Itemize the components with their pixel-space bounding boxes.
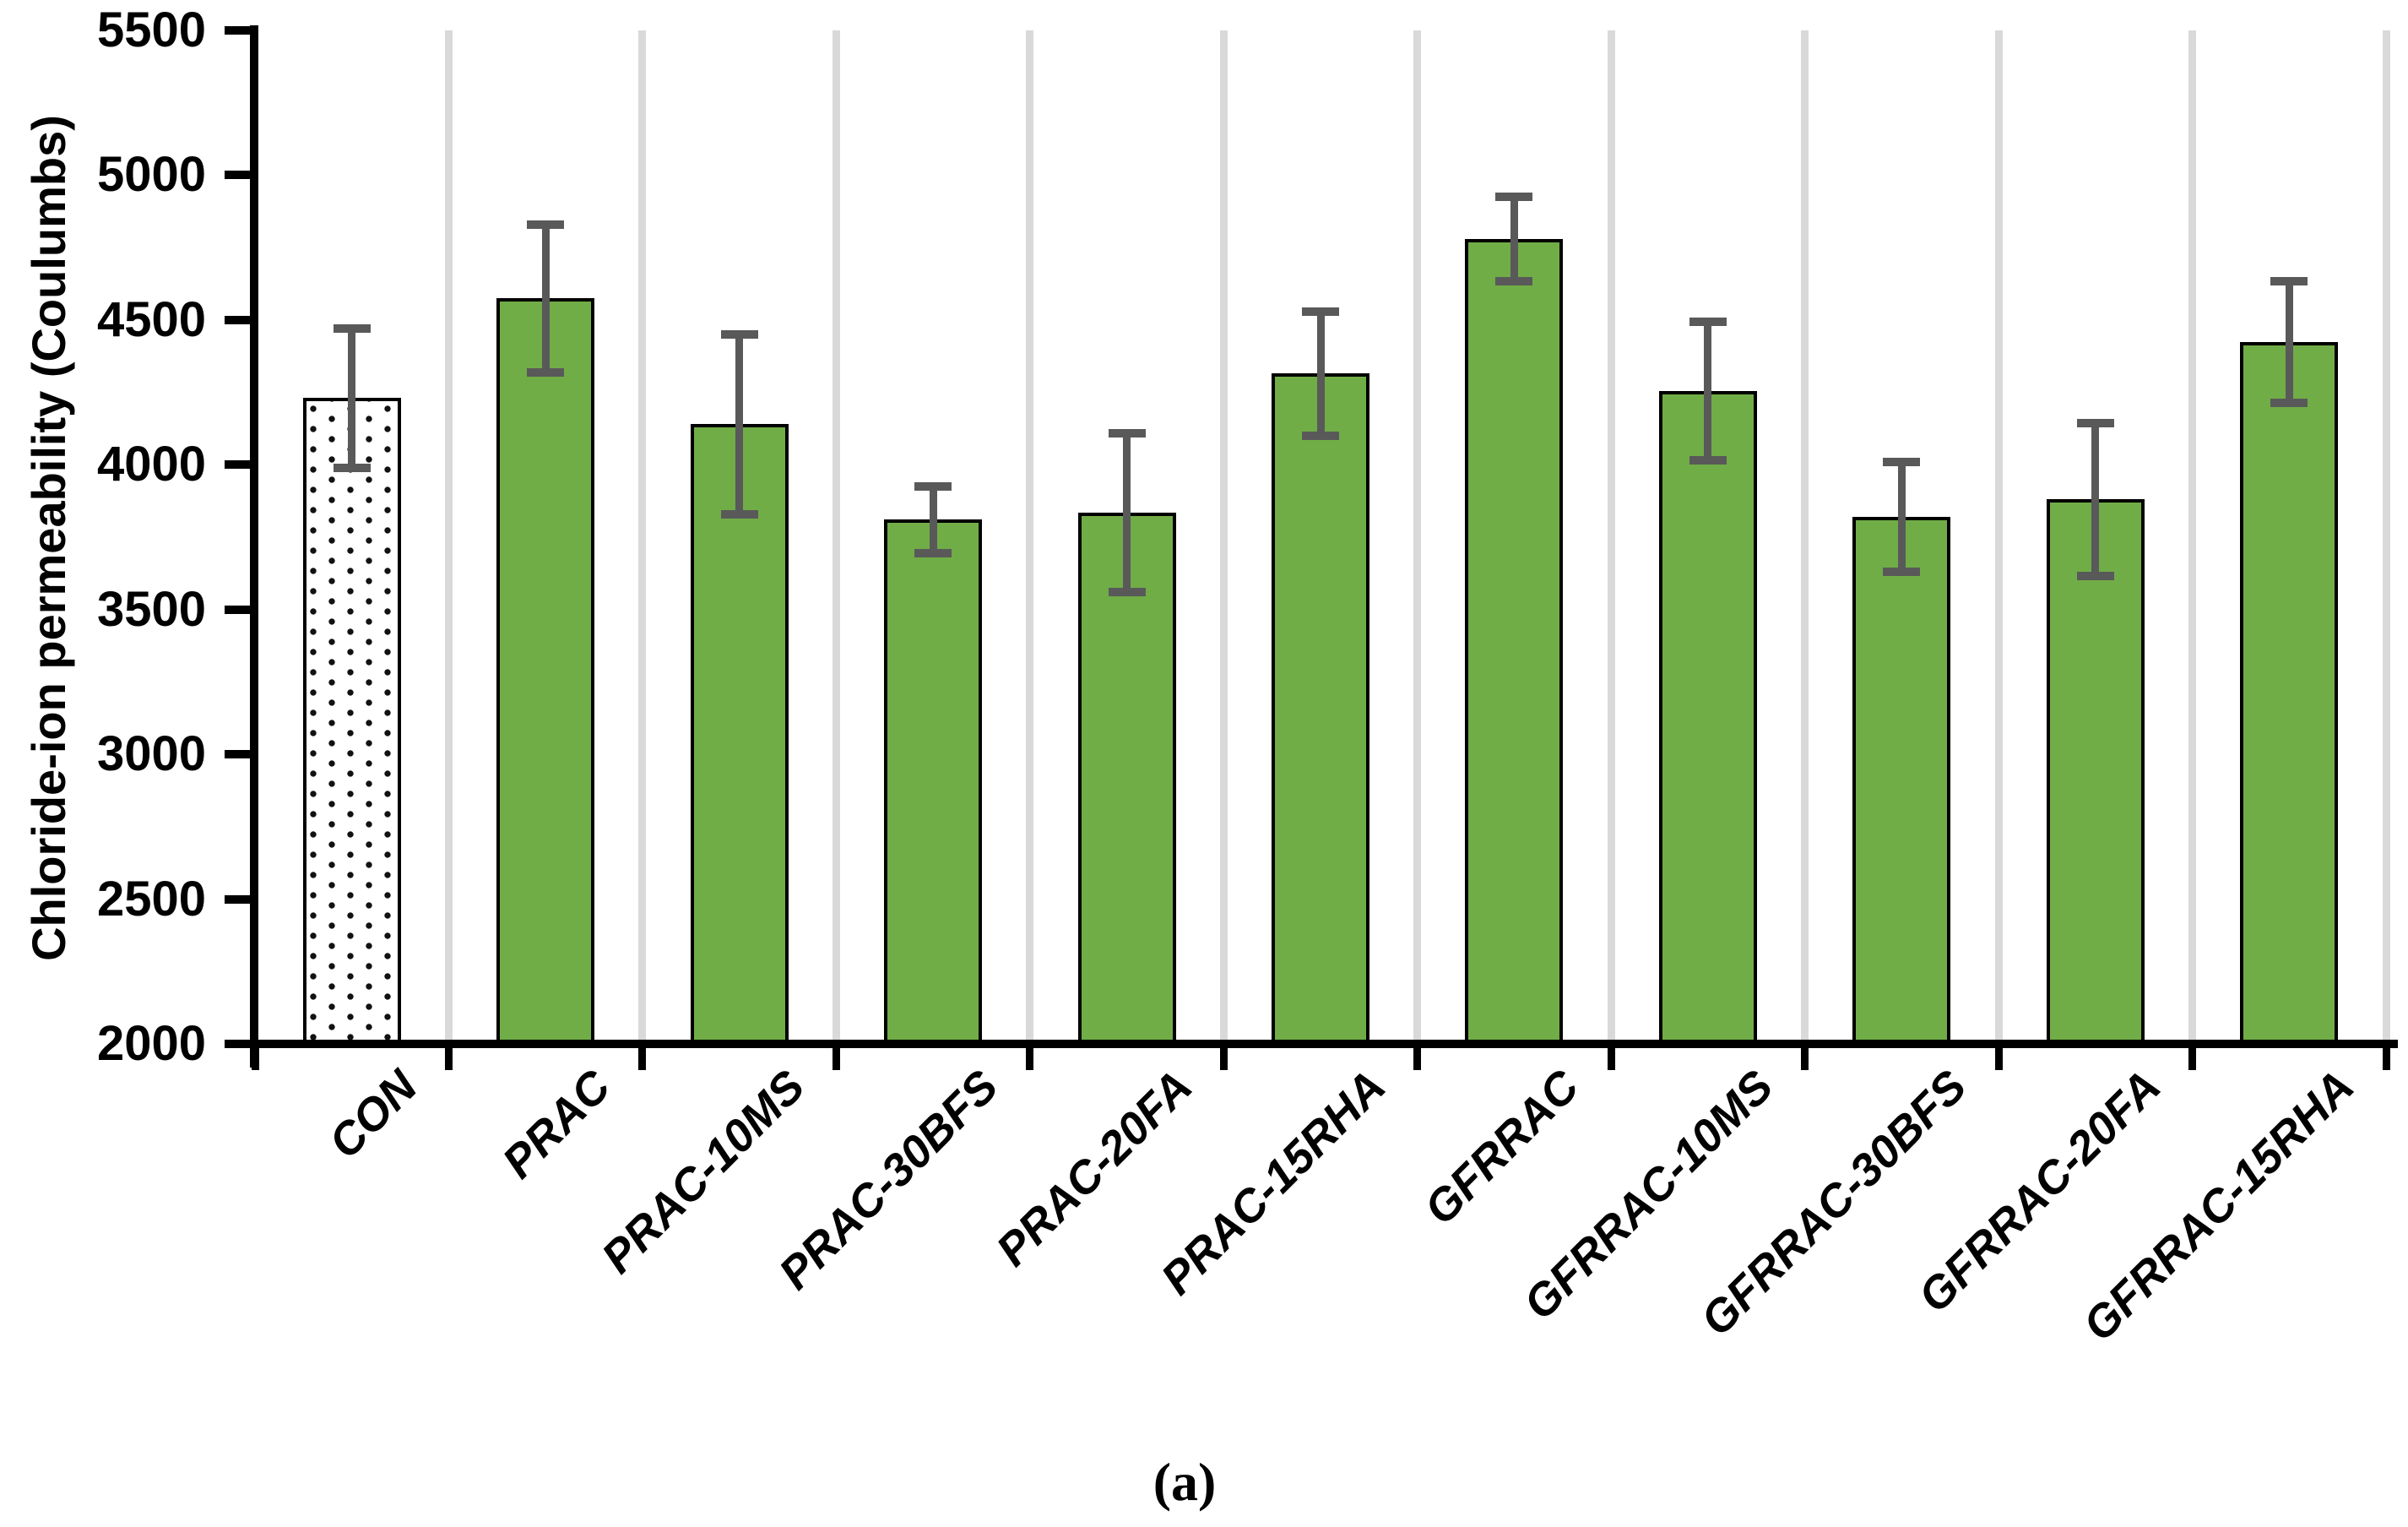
- x-axis-tick: [1994, 1048, 2003, 1070]
- y-tick-label: 5500: [96, 3, 206, 57]
- x-category-label-gfrrac-20fa: GFRRAC-20FA: [1908, 1061, 2171, 1323]
- error-bar-stem: [2091, 422, 2100, 577]
- error-bar-cap-bottom: [333, 463, 371, 472]
- x-axis-tick: [1607, 1048, 1615, 1070]
- x-category-label-prac-15rha: PRAC-15RHA: [1151, 1061, 1396, 1305]
- y-tick-label: 2000: [96, 1016, 206, 1071]
- category-gridline: [1607, 30, 1615, 1040]
- y-axis-tick: [225, 315, 255, 324]
- category-gridline: [1219, 30, 1228, 1040]
- category-gridline: [832, 30, 840, 1040]
- error-bar-cap-top: [527, 220, 565, 229]
- category-gridline: [2382, 30, 2390, 1040]
- x-axis-tick: [1801, 1048, 1809, 1070]
- x-axis-tick: [2382, 1048, 2390, 1070]
- x-category-label-prac-30bfs: PRAC-30BFS: [769, 1061, 1008, 1300]
- category-gridline: [1026, 30, 1034, 1040]
- error-bar-cap-bottom: [720, 509, 758, 519]
- category-gridline: [444, 30, 453, 1040]
- error-bar-cap-bottom: [527, 367, 565, 377]
- y-tick-label: 4000: [96, 437, 206, 492]
- y-tick-label: 2500: [96, 871, 206, 927]
- error-bar-cap-top: [1883, 457, 1921, 466]
- category-gridline: [638, 30, 647, 1040]
- bar-gfrrac-20fa: [2046, 499, 2145, 1048]
- x-axis-tick: [1026, 1048, 1034, 1070]
- bar-gfrrac-10ms: [1658, 390, 1757, 1048]
- error-bar-cap-bottom: [1883, 568, 1921, 577]
- bar-prac: [496, 298, 595, 1048]
- error-bar-stem: [1123, 432, 1131, 593]
- error-bar-cap-top: [720, 330, 758, 339]
- y-axis-tick: [225, 26, 255, 35]
- error-bar-cap-top: [914, 482, 952, 491]
- error-bar-stem: [1897, 461, 1906, 573]
- bar-gfrrac: [1465, 238, 1564, 1048]
- error-bar-cap-bottom: [1108, 588, 1146, 597]
- error-bar-cap-bottom: [914, 548, 952, 557]
- x-category-label-con: CON: [318, 1061, 427, 1169]
- error-bar-stem: [1510, 197, 1518, 281]
- bar-prac-15rha: [1272, 373, 1369, 1048]
- y-axis-tick: [225, 171, 255, 180]
- error-bar-cap-top: [333, 324, 371, 334]
- bar-gfrrac-15rha: [2240, 341, 2339, 1048]
- error-bar-cap-bottom: [1689, 456, 1727, 465]
- error-bar-cap-bottom: [2270, 398, 2308, 407]
- x-axis-tick: [444, 1048, 453, 1070]
- error-bar-stem: [2285, 280, 2293, 403]
- y-axis-tick: [225, 1040, 255, 1048]
- x-axis-tick: [1413, 1048, 1422, 1070]
- error-bar-stem: [1316, 311, 1325, 436]
- category-gridline: [1994, 30, 2003, 1040]
- error-bar-cap-bottom: [2076, 572, 2114, 581]
- y-tick-label: 3000: [96, 726, 206, 782]
- x-axis-tick: [832, 1048, 840, 1070]
- error-bar-stem: [735, 334, 744, 514]
- x-category-label-gfrrac-30bfs: GFRRAC-30BFS: [1691, 1061, 1977, 1346]
- bar-con: [302, 398, 401, 1048]
- bar-prac-20fa: [1077, 512, 1176, 1048]
- x-category-label-gfrrac-15rha: GFRRAC-15RHA: [2074, 1061, 2364, 1351]
- x-axis-line: [250, 1040, 2398, 1048]
- x-axis-tick: [1219, 1048, 1228, 1070]
- x-category-label-gfrrac-10ms: GFRRAC-10MS: [1514, 1061, 1783, 1330]
- x-category-label-prac-10ms: PRAC-10MS: [591, 1061, 815, 1284]
- figure-caption: (a): [1152, 1452, 1217, 1512]
- y-axis-tick: [225, 460, 255, 470]
- error-bar-stem: [541, 224, 550, 372]
- x-axis-tick: [251, 1048, 259, 1070]
- category-gridline: [1801, 30, 1809, 1040]
- x-category-label-prac: PRAC: [492, 1061, 621, 1188]
- category-gridline: [2188, 30, 2197, 1040]
- error-bar-cap-top: [2076, 418, 2114, 427]
- y-axis-line: [250, 25, 258, 1068]
- y-axis-tick: [225, 605, 255, 614]
- error-bar-cap-bottom: [1302, 432, 1339, 440]
- y-axis-tick: [225, 750, 255, 759]
- error-bar-cap-top: [1108, 428, 1146, 437]
- error-bar-cap-top: [1689, 317, 1727, 326]
- y-tick-label: 3500: [96, 581, 206, 637]
- y-axis-tick: [225, 894, 255, 904]
- y-tick-label: 5000: [96, 147, 206, 203]
- bar-gfrrac-30bfs: [1852, 517, 1951, 1048]
- error-bar-stem: [1704, 321, 1712, 461]
- bar-prac-10ms: [690, 424, 789, 1048]
- error-bar-stem: [348, 329, 356, 468]
- y-tick-label: 4500: [96, 291, 206, 347]
- error-bar-cap-bottom: [1495, 276, 1533, 285]
- x-axis-tick: [2188, 1048, 2197, 1070]
- x-axis-tick: [638, 1048, 647, 1070]
- x-category-label-gfrrac: GFRRAC: [1415, 1061, 1589, 1235]
- error-bar-cap-top: [1495, 193, 1533, 202]
- x-category-label-prac-20fa: PRAC-20FA: [986, 1061, 1201, 1276]
- category-gridline: [1413, 30, 1422, 1040]
- error-bar-cap-top: [1302, 307, 1339, 316]
- error-bar-stem: [929, 486, 937, 553]
- error-bar-cap-top: [2270, 276, 2308, 285]
- bar-prac-30bfs: [884, 519, 983, 1048]
